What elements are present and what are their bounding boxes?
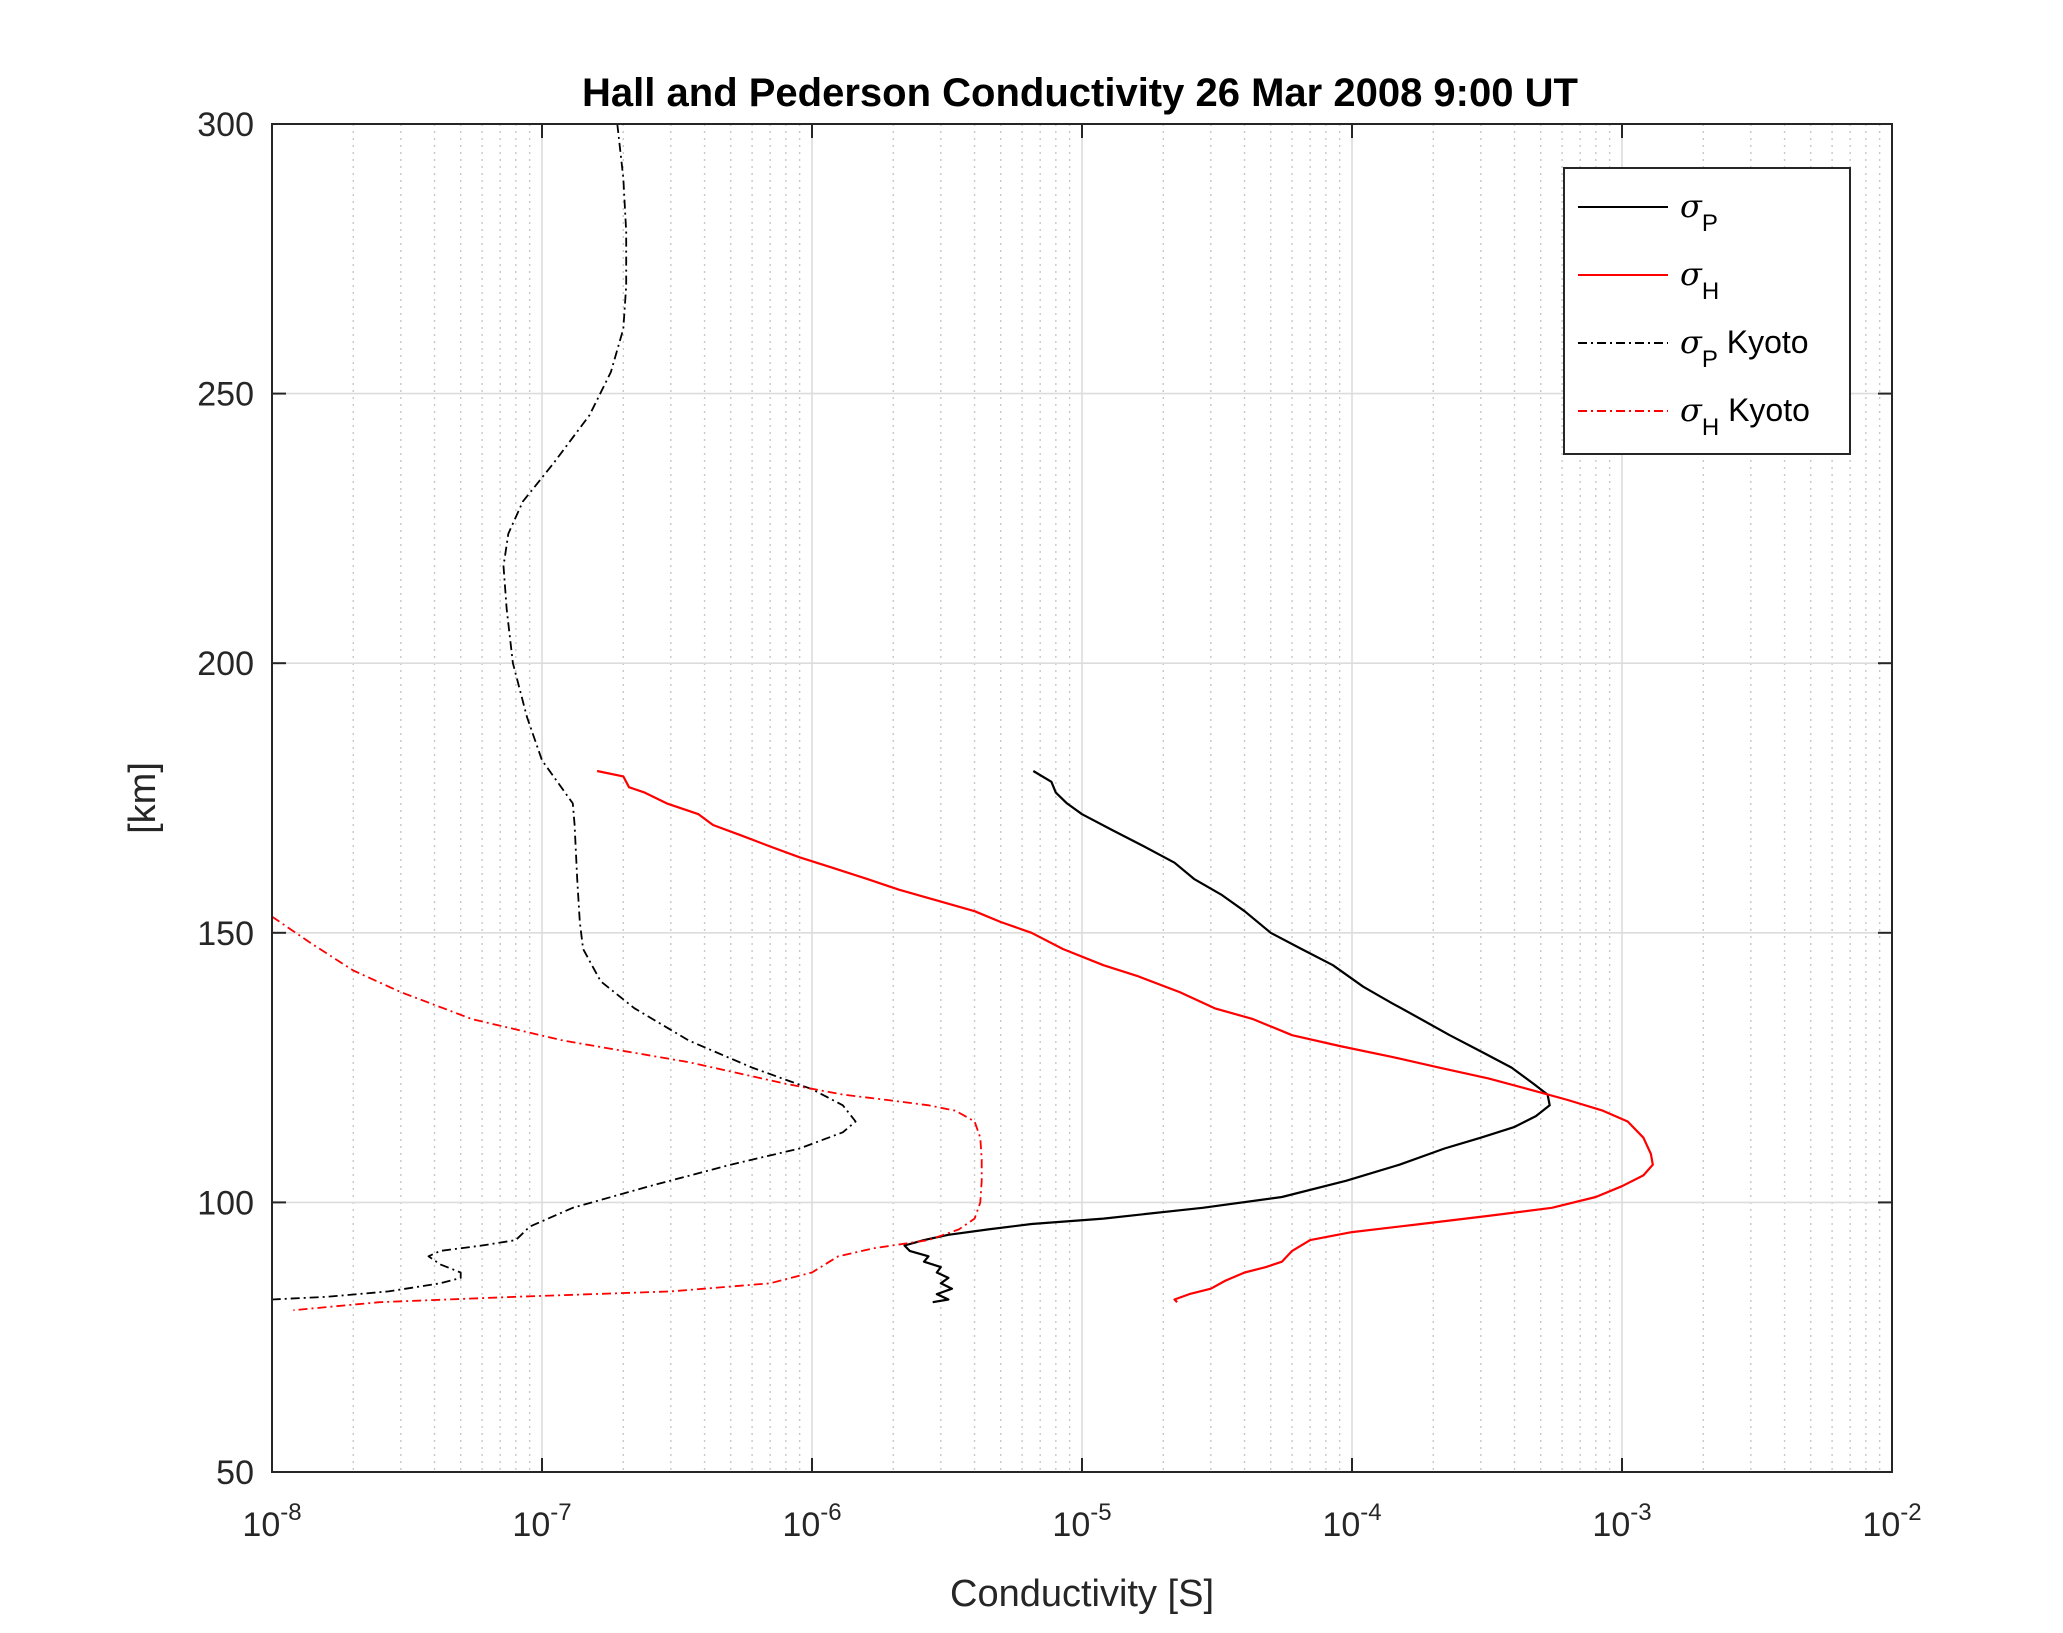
x-tick-label: 10-5 bbox=[1052, 1499, 1111, 1544]
y-tick-label: 300 bbox=[197, 106, 254, 144]
x-tick-label: 10-3 bbox=[1592, 1499, 1651, 1544]
legend-label-sigma-p-kyoto: σP Kyoto bbox=[1680, 323, 1809, 373]
legend-items: σP σH σP Kyoto σH Kyoto bbox=[1578, 187, 1810, 441]
legend-label-sigma-p: σP bbox=[1680, 187, 1718, 237]
y-tick-label: 200 bbox=[197, 645, 254, 683]
chart-title: Hall and Pederson Conductivity 26 Mar 20… bbox=[582, 71, 1578, 115]
legend-label-sigma-h-kyoto: σH Kyoto bbox=[1680, 391, 1810, 441]
x-tick-label: 10-2 bbox=[1862, 1499, 1921, 1544]
series-line-sigma-h-kyoto bbox=[271, 915, 983, 1312]
y-tick-labels: 50 100 150 200 250 300 bbox=[197, 106, 254, 1492]
x-tick-label: 10-6 bbox=[782, 1499, 841, 1544]
series-line-sigma-p bbox=[903, 770, 1551, 1304]
y-tick-label: 100 bbox=[197, 1184, 254, 1222]
y-tick-label: 150 bbox=[197, 915, 254, 953]
y-tick-label: 50 bbox=[216, 1454, 254, 1492]
series-layer bbox=[271, 123, 1654, 1312]
legend: σP σH σP Kyoto σH Kyoto bbox=[1563, 167, 1851, 455]
y-axis-label: [km] bbox=[122, 762, 164, 834]
legend-box bbox=[1563, 167, 1851, 455]
x-tick-label: 10-8 bbox=[242, 1499, 301, 1544]
x-axis-label: Conductivity [S] bbox=[950, 1573, 1214, 1615]
x-tick-label: 10-4 bbox=[1322, 1499, 1381, 1544]
x-tick-label: 10-7 bbox=[512, 1499, 571, 1544]
axis-ticks bbox=[271, 123, 1893, 1473]
legend-label-sigma-h: σH bbox=[1680, 255, 1719, 305]
series-line-sigma-h bbox=[596, 769, 1654, 1303]
series-line-sigma-p-kyoto bbox=[271, 123, 857, 1301]
x-tick-labels: 10-8 10-7 10-6 10-5 10-4 10-3 10-2 bbox=[242, 1499, 1921, 1544]
y-tick-label: 250 bbox=[197, 376, 254, 414]
